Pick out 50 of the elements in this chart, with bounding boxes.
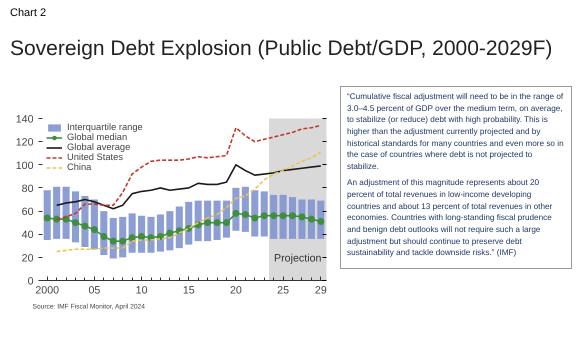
point xyxy=(270,212,278,220)
y-tick-label: 120 xyxy=(16,136,34,149)
point xyxy=(242,211,249,218)
y-tick-label: 80 xyxy=(22,182,34,195)
point xyxy=(166,230,174,237)
point xyxy=(280,212,287,220)
point xyxy=(128,234,136,242)
point xyxy=(81,222,88,230)
y-tick-label: 40 xyxy=(22,229,34,242)
line-series xyxy=(56,164,322,210)
x-tick-label: 2000 xyxy=(35,284,60,296)
point xyxy=(110,238,117,245)
text: An adjustment of this magnitude represents about 20 percent of total revenues in low-income developing countries and about 13 percent of total revenues in other economies. Countries with long-standing fiscal prudence and benign debt outlooks will not require such a large adjustment but should continue to preserve debt sustainability and tackle downside risks.” (IMF) xyxy=(347,177,554,259)
point xyxy=(72,219,80,226)
point xyxy=(44,214,51,222)
point xyxy=(298,213,306,220)
band-label: Projection xyxy=(274,252,322,264)
x-tick-label: 29 xyxy=(314,284,327,296)
point xyxy=(308,216,315,223)
point xyxy=(251,214,258,222)
point xyxy=(100,233,108,240)
point xyxy=(204,219,212,226)
x-tick-label: 15 xyxy=(182,284,195,296)
x-tick-label: 25 xyxy=(277,284,290,296)
legend-label: Global average xyxy=(67,142,130,152)
point xyxy=(260,212,268,220)
point xyxy=(317,218,324,225)
legend-label: China xyxy=(67,162,92,172)
legend-label: Global median xyxy=(67,132,128,142)
x-tick-label: 05 xyxy=(88,284,100,296)
point xyxy=(138,233,146,240)
point xyxy=(222,219,230,226)
x-tick-label: 10 xyxy=(136,284,148,296)
point xyxy=(214,219,221,226)
text: “Cumulative fiscal adjustment will need to be in the range of 3.0–4.5 percent of GDP over the medium term, on average, to stabilize (or reduce) debt with high probability. This is higher than the adjustment currently projected and by historical standards for many countries and even more so in the case of countries where debt is not projected to stabilize. xyxy=(347,91,565,172)
point xyxy=(90,226,98,234)
y-tick-label: 0 xyxy=(28,276,34,288)
point xyxy=(289,212,296,220)
y-tick-label: 100 xyxy=(16,160,34,172)
y-tick-label: 20 xyxy=(22,252,34,264)
x-tick-label: 20 xyxy=(230,284,242,296)
y-tick-label: 140 xyxy=(16,114,34,126)
chart-subtitle: Chart 2 xyxy=(10,6,48,21)
point xyxy=(119,238,126,245)
legend-label: Interquartile range xyxy=(67,122,143,132)
line-series xyxy=(56,151,322,252)
y-tick-label: 60 xyxy=(22,206,34,218)
chart-title: Sovereign Debt Explosion (Public Debt/GDP, 2000-2029F) xyxy=(10,36,552,62)
legend-label: United States xyxy=(67,152,124,162)
point xyxy=(232,210,240,217)
